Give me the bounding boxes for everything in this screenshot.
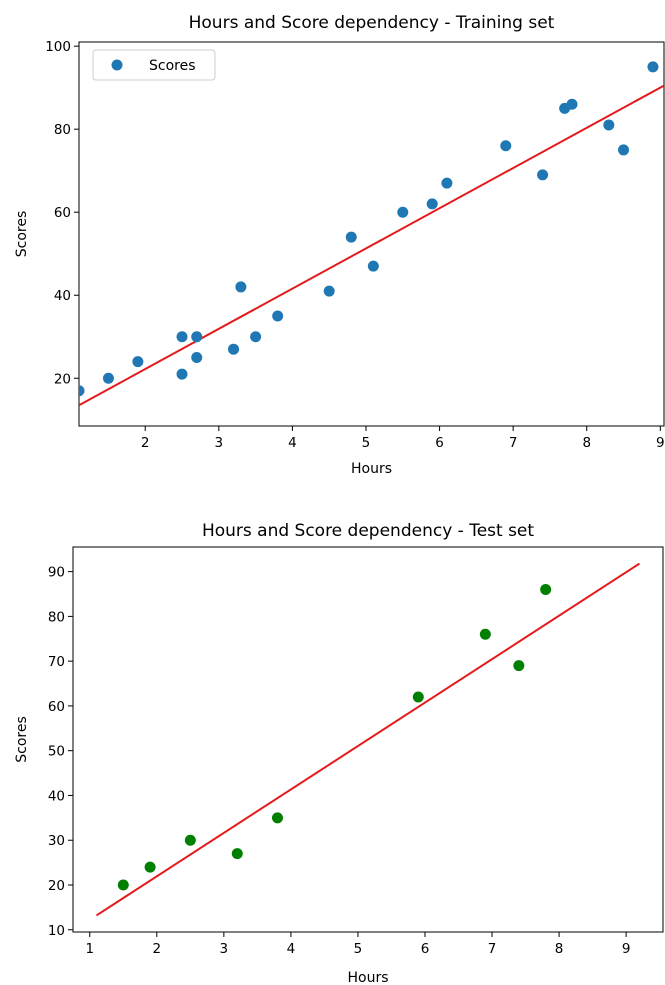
legend-box — [92, 49, 216, 81]
y-tick-label: 60 — [48, 699, 65, 715]
data-point — [345, 231, 357, 243]
data-point — [228, 343, 240, 355]
y-tick-label: 80 — [54, 122, 71, 138]
data-point — [412, 691, 424, 703]
y-axis-label: Scores — [14, 716, 30, 763]
x-tick-label: 6 — [435, 435, 444, 451]
x-axis-label: Hours — [351, 461, 392, 477]
x-tick-label: 9 — [656, 435, 665, 451]
data-point — [566, 98, 578, 110]
legend-label: Scores — [149, 58, 196, 74]
x-tick-label: 6 — [421, 941, 430, 957]
data-point — [479, 628, 491, 640]
data-point — [117, 879, 129, 891]
data-point — [191, 331, 203, 343]
plot-area — [79, 61, 664, 407]
data-point — [231, 848, 243, 860]
plot-area — [95, 562, 641, 917]
data-point — [426, 198, 438, 210]
x-tick-label: 3 — [220, 941, 229, 957]
y-tick-label: 70 — [48, 654, 65, 670]
data-point — [79, 385, 85, 397]
legend-marker — [111, 59, 123, 71]
x-tick-label: 4 — [288, 435, 297, 451]
y-tick-label: 20 — [48, 878, 65, 894]
regression-line — [79, 84, 664, 407]
x-tick-label: 3 — [215, 435, 224, 451]
data-point — [250, 331, 262, 343]
x-tick-label: 7 — [488, 941, 497, 957]
data-point — [500, 140, 512, 152]
chart-1: Hours and Score dependency - Training se… — [14, 13, 665, 477]
x-tick-label: 9 — [622, 941, 631, 957]
y-tick-label: 30 — [48, 833, 65, 849]
y-tick-label: 50 — [48, 744, 65, 760]
x-tick-label: 5 — [362, 435, 371, 451]
data-point — [647, 61, 659, 73]
data-point — [513, 660, 525, 672]
y-tick-label: 20 — [54, 371, 71, 387]
data-point — [132, 356, 144, 368]
data-point — [540, 584, 552, 596]
x-tick-label: 2 — [141, 435, 150, 451]
x-tick-label: 8 — [582, 435, 591, 451]
data-point — [176, 368, 188, 380]
chart-title: Hours and Score dependency - Test set — [202, 521, 534, 541]
regression-line — [95, 562, 641, 917]
x-axis-label: Hours — [347, 970, 388, 985]
data-point — [441, 177, 453, 189]
x-tick-label: 7 — [509, 435, 518, 451]
y-tick-label: 60 — [54, 205, 71, 221]
plot-frame — [72, 546, 664, 933]
y-tick-label: 80 — [48, 609, 65, 625]
y-tick-label: 40 — [54, 288, 71, 304]
data-point — [102, 372, 114, 384]
y-axis-label: Scores — [14, 211, 30, 258]
data-point — [271, 812, 283, 824]
legend: Scores — [92, 49, 216, 81]
data-point — [537, 169, 549, 181]
data-point — [618, 144, 630, 156]
x-tick-label: 2 — [153, 941, 162, 957]
data-point — [235, 281, 247, 293]
y-tick-label: 40 — [48, 788, 65, 804]
chart-title: Hours and Score dependency - Training se… — [189, 13, 555, 33]
chart-2: Hours and Score dependency - Test set 1 2 3… — [14, 521, 664, 985]
x-tick-label: 4 — [287, 941, 296, 957]
plot-frame — [78, 41, 665, 427]
data-point — [603, 119, 615, 131]
data-point — [323, 285, 335, 297]
data-point — [367, 260, 379, 272]
data-point — [272, 310, 284, 322]
data-point — [176, 331, 188, 343]
y-tick-label: 100 — [45, 39, 71, 55]
y-tick-label: 90 — [48, 565, 65, 581]
data-point — [397, 206, 409, 218]
data-point — [144, 861, 156, 873]
x-tick-label: 1 — [85, 941, 94, 957]
y-tick-label: 10 — [48, 923, 65, 939]
x-tick-label: 5 — [354, 941, 363, 957]
x-tick-label: 8 — [555, 941, 564, 957]
data-point — [191, 352, 203, 364]
data-point — [184, 834, 196, 846]
